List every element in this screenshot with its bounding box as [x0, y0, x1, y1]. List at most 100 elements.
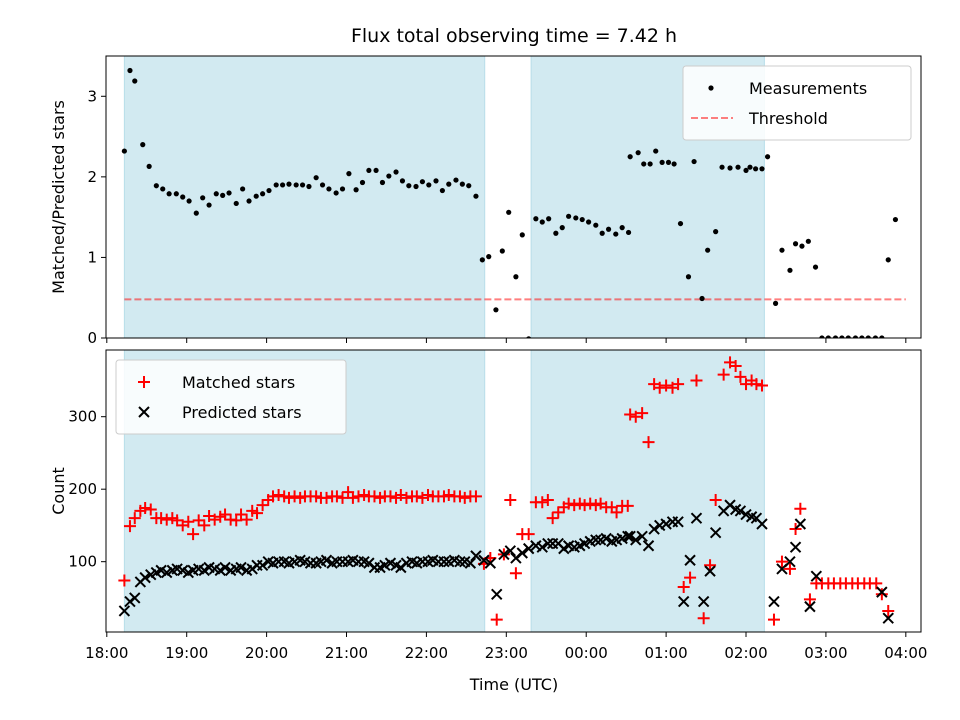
x-tick-label: 03:00 [804, 644, 847, 662]
matched-stars-point [704, 559, 717, 572]
measurements-point [759, 166, 765, 172]
predicted-stars-point [630, 534, 642, 546]
measurements-point [665, 159, 672, 165]
measurements-point [533, 216, 539, 222]
predicted-stars-point [804, 600, 816, 613]
measurements-point [825, 335, 831, 338]
measurements-point [306, 183, 312, 190]
measurements-point [319, 182, 326, 188]
measurements-point [635, 150, 641, 156]
measurements-point [599, 230, 605, 236]
matched-stars-point [198, 519, 211, 532]
measurements-point [333, 190, 339, 196]
predicted-stars-point [536, 541, 548, 553]
measurements-point [553, 230, 559, 236]
matched-stars-point [672, 378, 685, 391]
matched-stars-point [235, 508, 248, 521]
matched-stars-point [368, 490, 381, 503]
matched-stars-point [458, 491, 471, 504]
x-tick-label: 20:00 [245, 644, 288, 662]
predicted-stars-point [454, 555, 466, 568]
measurements-point [593, 222, 599, 228]
matched-stars-point [882, 604, 895, 617]
matched-stars-point [282, 491, 295, 504]
legend-marker [138, 406, 150, 418]
matched-stars-point [794, 502, 807, 515]
matched-stars-point [636, 407, 649, 420]
measurements-point [366, 167, 372, 174]
matched-stars-point [251, 507, 264, 520]
predicted-stars-point [139, 571, 151, 584]
measurements-point [339, 186, 346, 192]
legend-label: Threshold [748, 109, 828, 128]
matched-stars-point [578, 499, 591, 512]
measurements-point [747, 164, 753, 170]
measurements-point [685, 274, 692, 280]
predicted-stars-point [672, 516, 684, 528]
matched-stars-point [552, 506, 565, 519]
measurements-point [865, 335, 871, 338]
matched-stars-point [155, 512, 168, 525]
measurements-point [819, 335, 825, 338]
matched-stars-point [621, 499, 634, 512]
matched-stars-point [144, 503, 157, 516]
legend-marker [708, 85, 714, 91]
measurements-point [386, 173, 392, 179]
measurements-point [625, 229, 632, 236]
matched-stars-point [509, 567, 522, 580]
observing-window [530, 349, 765, 633]
matched-stars-point [750, 378, 763, 391]
matched-stars-point [208, 513, 221, 526]
matched-stars-point [522, 528, 535, 541]
predicted-stars-point [600, 532, 612, 545]
measurements-point [659, 159, 665, 165]
measurements-point [799, 243, 805, 249]
matched-stars-point [767, 613, 780, 626]
predicted-stars-point [438, 555, 450, 568]
measurements-point [213, 191, 219, 197]
measurements-point [641, 161, 647, 167]
measurements-point [160, 186, 166, 192]
measurements-point [373, 167, 379, 174]
predicted-stars-point [882, 612, 894, 624]
measurements-point [727, 165, 733, 171]
matched-stars-point [734, 370, 747, 383]
measurements-point [220, 192, 226, 198]
matched-stars-point [584, 497, 597, 510]
matched-stars-point [139, 502, 152, 515]
predicted-stars-point [784, 555, 796, 568]
x-tick-label: 18:00 [85, 644, 128, 662]
measurements-point [812, 264, 819, 270]
measurements-point [132, 78, 138, 84]
measurements-point [805, 238, 811, 244]
measurements-point [459, 181, 465, 187]
legend-box [115, 359, 347, 435]
measurements-point [691, 158, 697, 165]
matched-stars-point [541, 494, 554, 507]
measurements-point [286, 181, 292, 187]
y-tick-label: 100 [68, 553, 97, 571]
measurements-point [326, 186, 332, 192]
matched-stars-point [330, 490, 343, 503]
measurements-point [193, 210, 199, 216]
measurements-point [859, 335, 865, 338]
measurements-point [260, 191, 266, 197]
matched-stars-point [384, 490, 397, 503]
measurements-point [293, 182, 299, 188]
predicted-stars-point [235, 561, 247, 574]
x-tick-label: 22:00 [405, 644, 448, 662]
matched-stars-point [536, 496, 549, 509]
matched-stars-point [709, 494, 722, 507]
measurements-point [787, 267, 793, 273]
predicted-stars-point [624, 530, 636, 543]
measurements-point [346, 171, 352, 177]
predicted-stars-point [704, 565, 716, 577]
measurements-point [579, 216, 585, 223]
chart-title: Flux total observing time = 7.42 h [351, 25, 677, 47]
matched-stars-point [653, 381, 666, 394]
matched-stars-point [677, 581, 690, 594]
matched-stars-point [240, 513, 253, 526]
matched-stars-point [272, 488, 285, 501]
matched-stars-point [870, 577, 883, 590]
